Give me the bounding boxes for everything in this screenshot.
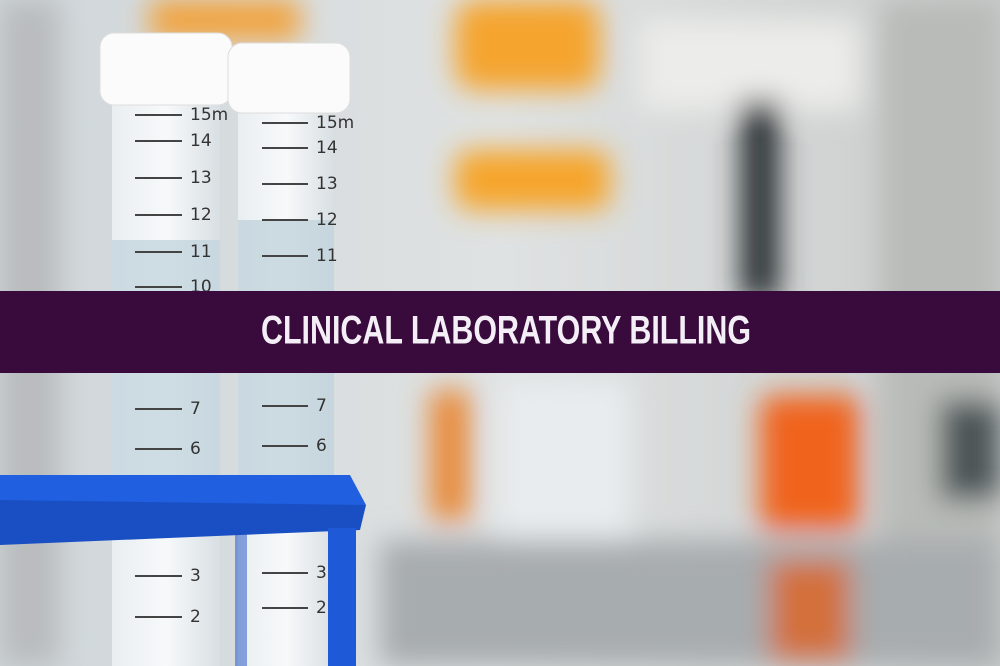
graduation-label: 11 [316, 246, 338, 266]
graduation-label: 15m [316, 113, 354, 133]
banner-title: CLINICAL LABORATORY BILLING [261, 309, 751, 353]
graduation-label: 3 [316, 563, 327, 583]
graduation-label: 6 [190, 439, 201, 459]
title-banner [0, 291, 1000, 373]
graduation-label: 12 [316, 210, 338, 230]
graduation-label: 11 [190, 242, 212, 262]
graduation-label: 7 [316, 396, 327, 416]
graduation-label: 13 [316, 174, 338, 194]
graduation-label: 12 [190, 205, 212, 225]
graduation-label: 2 [316, 598, 327, 618]
graduation-label: 2 [190, 607, 201, 627]
graduation-label: 3 [190, 566, 201, 586]
tube-rack [0, 475, 366, 666]
graduation-label: 14 [316, 138, 338, 158]
graduation-label: 15m [190, 105, 228, 125]
graduation-label: 13 [190, 168, 212, 188]
graduation-label: 14 [190, 131, 212, 151]
graduation-label: 7 [190, 399, 201, 419]
graduation-label: 6 [316, 436, 327, 456]
